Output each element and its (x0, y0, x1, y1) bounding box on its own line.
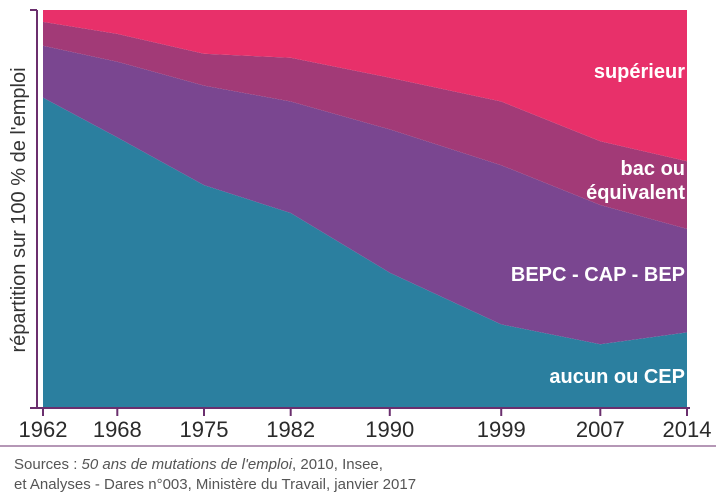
x-tick-label: 1962 (19, 417, 68, 442)
stacked-area-chart: 1962 1968 1975 1982 1990 1999 2007 2014 réparti… (0, 9, 716, 447)
label-bepc: BEPC - CAP - BEP (511, 264, 685, 286)
area-bepc-cap-bep (43, 45, 687, 345)
area-layers (43, 10, 687, 408)
y-axis-label: répartition sur 100 % de l'emploi (8, 67, 30, 352)
source-line2: et Analyses - Dares n°003, Ministère du … (14, 476, 417, 493)
label-superieur: supérieur (594, 61, 685, 83)
source-prefix: Sources : (14, 456, 82, 473)
x-tick-label: 1999 (477, 417, 526, 442)
x-tick-label: 1990 (365, 417, 414, 442)
source-rest: , 2010, Insee, (292, 456, 383, 473)
x-tick-label: 2014 (663, 417, 712, 442)
label-bac-line2: équivalent (586, 182, 685, 204)
area-bac-ou-quivalent (43, 21, 687, 229)
source-title: 50 ans de mutations de l'emploi (81, 456, 293, 473)
x-axis-ticks: 1962 1968 1975 1982 1990 1999 2007 2014 (19, 408, 712, 442)
label-aucun: aucun ou CEP (549, 366, 685, 388)
x-tick-label: 1975 (180, 417, 229, 442)
x-tick-label: 1982 (266, 417, 315, 442)
area-aucun-ou-cep (43, 97, 687, 408)
x-tick-label: 2007 (576, 417, 625, 442)
source-note: Sources : 50 ans de mutations de l'emplo… (14, 455, 416, 495)
x-tick-label: 1968 (93, 417, 142, 442)
label-bac-line1: bac ou (621, 158, 685, 180)
area-sup-rieur (43, 10, 687, 162)
